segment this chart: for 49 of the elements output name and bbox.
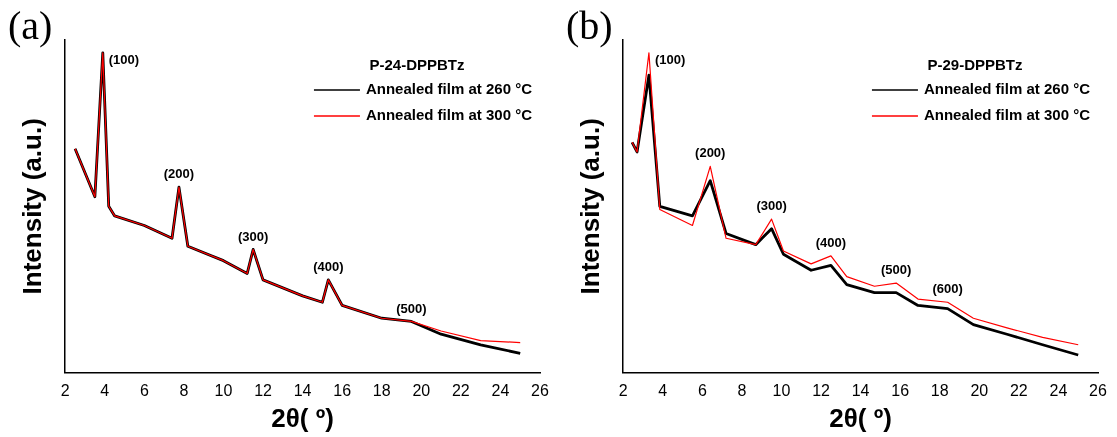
legend-label: Annealed film at 300 °C xyxy=(923,106,1091,124)
x-tick-label: 20 xyxy=(412,381,431,399)
x-tick-label: 16 xyxy=(333,381,352,399)
x-tick-label: 26 xyxy=(531,381,549,399)
x-tick-label: 14 xyxy=(851,381,870,399)
x-tick-label: 4 xyxy=(658,381,668,399)
annotation: (100) xyxy=(654,51,686,67)
legend-label: Annealed film at 300 °C xyxy=(365,106,533,124)
x-tick-label: 10 xyxy=(772,381,791,399)
x-tick-label: 24 xyxy=(491,381,510,399)
x-axis-title: 2θ( º) xyxy=(271,402,334,433)
x-tick-label: 10 xyxy=(214,381,233,399)
x-tick-label: 24 xyxy=(1049,381,1068,399)
x-tick-label: 8 xyxy=(737,381,747,399)
annotation: (300) xyxy=(756,198,787,214)
x-tick-label: 26 xyxy=(1089,381,1107,399)
annotation: (100) xyxy=(108,51,140,67)
legend-title: P-24-DPPBTz xyxy=(369,56,465,74)
x-tick-label: 8 xyxy=(179,381,189,399)
x-tick-label: 2 xyxy=(618,381,628,399)
annotation: (600) xyxy=(932,281,963,297)
x-tick-label: 16 xyxy=(891,381,910,399)
y-axis-title: Intensity (a.u.) xyxy=(16,118,47,295)
chart-title: (a) xyxy=(8,2,53,49)
x-tick-label: 6 xyxy=(139,381,149,399)
legend-title: P-29-DPPBTz xyxy=(927,56,1023,74)
annotation: (300) xyxy=(237,228,269,244)
x-tick-label: 20 xyxy=(970,381,989,399)
x-tick-label: 22 xyxy=(451,381,470,399)
annotation: (400) xyxy=(815,234,847,250)
annotation: (500) xyxy=(881,262,912,278)
x-axis-title: 2θ( º) xyxy=(829,402,892,433)
annotation: (500) xyxy=(396,300,427,316)
legend-label: Annealed film at 260 °C xyxy=(923,80,1091,98)
x-tick-label: 12 xyxy=(254,381,273,399)
legend-label: Annealed film at 260 °C xyxy=(365,80,533,98)
x-tick-label: 18 xyxy=(930,381,949,399)
annotation: (200) xyxy=(695,145,726,161)
x-tick-label: 6 xyxy=(697,381,707,399)
x-tick-label: 2 xyxy=(60,381,70,399)
annotation: (400) xyxy=(313,258,344,274)
chart-title: (b) xyxy=(566,2,613,49)
x-tick-label: 14 xyxy=(293,381,312,399)
y-axis-title: Intensity (a.u.) xyxy=(574,118,605,295)
x-tick-label: 4 xyxy=(100,381,110,399)
x-tick-label: 22 xyxy=(1009,381,1028,399)
annotation: (200) xyxy=(163,166,195,182)
x-tick-label: 12 xyxy=(812,381,831,399)
x-tick-label: 18 xyxy=(372,381,391,399)
